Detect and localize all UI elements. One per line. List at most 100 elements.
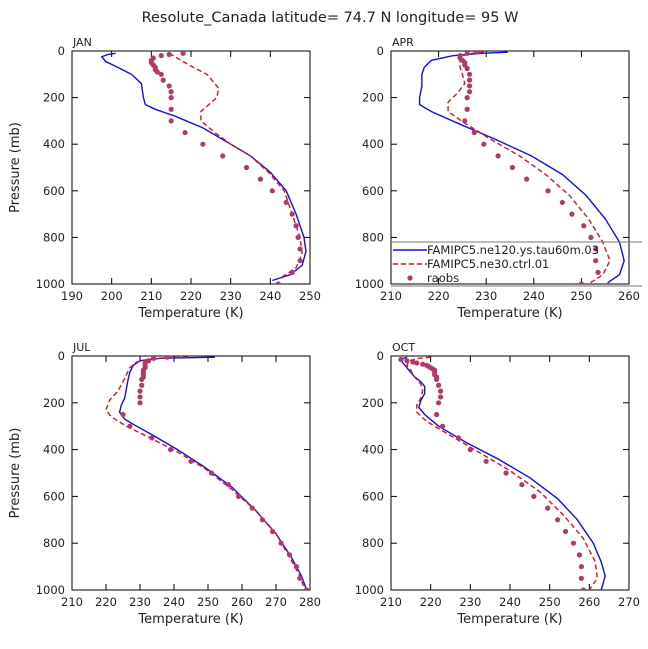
- raobs-point: [571, 541, 576, 546]
- raobs-point: [438, 394, 443, 399]
- raobs-point: [440, 424, 445, 429]
- legend-label: FAMIPC5.ne30.ctrl.01: [427, 257, 549, 271]
- raobs-point: [519, 482, 524, 487]
- legend-label: raobs: [427, 271, 459, 285]
- raobs-point: [588, 235, 593, 240]
- x-tick-label: 240: [259, 289, 281, 303]
- y-tick-label: 400: [43, 443, 65, 457]
- x-tick-label: 220: [428, 289, 450, 303]
- raobs-point: [151, 356, 156, 361]
- ne120-line: [102, 53, 306, 280]
- y-tick-label: 0: [58, 44, 65, 58]
- raobs-point: [462, 118, 467, 123]
- raobs-point: [279, 541, 284, 546]
- raobs-point: [120, 412, 125, 417]
- raobs-point: [579, 564, 584, 569]
- y-tick-label: 200: [43, 91, 65, 105]
- raobs-point: [159, 72, 164, 77]
- raobs-point: [304, 587, 309, 592]
- ctrl-line: [169, 53, 302, 277]
- raobs-point: [260, 517, 265, 522]
- raobs-point: [569, 212, 574, 217]
- raobs-point: [560, 200, 565, 205]
- panel-label: JAN: [72, 36, 92, 49]
- raobs-point: [294, 223, 299, 228]
- raobs-point: [220, 153, 225, 158]
- raobs-point: [595, 270, 600, 275]
- panel-apr: APR 210 220 230 240 250 260 0 200 400 600 800 1000 Te…: [355, 36, 642, 321]
- x-tick-label: 240: [523, 289, 545, 303]
- raobs-point: [531, 494, 536, 499]
- raobs-point: [169, 95, 174, 100]
- figure: Resolute_Canada latitude= 74.7 N longitu…: [0, 0, 648, 649]
- raobs-point: [438, 389, 443, 394]
- raobs-point: [287, 552, 292, 557]
- y-tick-label: 0: [377, 44, 384, 58]
- y-tick-label: 200: [362, 91, 384, 105]
- x-tick-label: 240: [499, 595, 521, 609]
- raobs-point: [139, 377, 144, 382]
- raobs-point: [434, 412, 439, 417]
- raobs-point: [294, 564, 299, 569]
- raobs-point: [404, 358, 409, 363]
- raobs-point: [270, 529, 275, 534]
- raobs-point: [581, 223, 586, 228]
- raobs-point: [472, 130, 477, 135]
- raobs-point: [226, 482, 231, 487]
- raobs-point: [297, 258, 302, 263]
- y-tick-label: 800: [362, 536, 384, 550]
- panel-label: APR: [392, 36, 414, 49]
- x-tick-label: 230: [459, 595, 481, 609]
- x-tick-label: 220: [180, 289, 202, 303]
- raobs-point: [258, 177, 263, 182]
- x-tick-label: 200: [101, 289, 123, 303]
- x-axis-label: Temperature (K): [137, 306, 243, 321]
- raobs-point: [290, 212, 295, 217]
- raobs-point: [465, 51, 470, 56]
- x-tick-label: 240: [163, 595, 185, 609]
- raobs-point: [250, 506, 255, 511]
- ne120-line: [401, 357, 605, 590]
- x-tick-label: 260: [618, 289, 640, 303]
- x-tick-label: 260: [231, 595, 253, 609]
- raobs-point: [467, 89, 472, 94]
- raobs-point: [467, 83, 472, 88]
- x-tick-label: 220: [95, 595, 117, 609]
- raobs-point: [434, 377, 439, 382]
- raobs-point: [468, 447, 473, 452]
- raobs-point: [127, 424, 132, 429]
- x-tick-label: 220: [420, 595, 442, 609]
- y-tick-label: 600: [362, 184, 384, 198]
- raobs-point: [182, 130, 187, 135]
- data-layer: [106, 355, 309, 593]
- legend-label: FAMIPC5.ne120.ys.tau60m.03: [427, 243, 599, 257]
- raobs-point: [290, 270, 295, 275]
- raobs-point: [188, 459, 193, 464]
- y-tick-label: 800: [43, 536, 65, 550]
- y-tick-label: 0: [58, 349, 65, 363]
- raobs-point: [593, 258, 598, 263]
- y-axis-label: Pressure (mb): [8, 122, 23, 213]
- data-layer: [102, 51, 306, 287]
- raobs-point: [563, 529, 568, 534]
- raobs-point: [579, 576, 584, 581]
- raobs-point: [296, 235, 301, 240]
- x-tick-label: 210: [380, 289, 402, 303]
- raobs-point: [149, 435, 154, 440]
- raobs-point: [137, 394, 142, 399]
- x-tick-label: 190: [61, 289, 83, 303]
- x-tick-label: 230: [475, 289, 497, 303]
- raobs-point: [270, 188, 275, 193]
- y-tick-label: 200: [362, 396, 384, 410]
- x-tick-label: 250: [299, 289, 321, 303]
- raobs-point: [484, 459, 489, 464]
- raobs-point: [276, 281, 281, 286]
- raobs-point: [169, 107, 174, 112]
- raobs-point: [481, 142, 486, 147]
- x-tick-label: 210: [140, 289, 162, 303]
- y-axis-label: Pressure (mb): [8, 428, 23, 519]
- legend-marker: [407, 275, 412, 280]
- raobs-point: [555, 517, 560, 522]
- y-tick-label: 1000: [355, 277, 384, 291]
- panel-oct: OCT 210 220 230 240 250 260 270 0 200 400 600 800 100…: [355, 341, 640, 627]
